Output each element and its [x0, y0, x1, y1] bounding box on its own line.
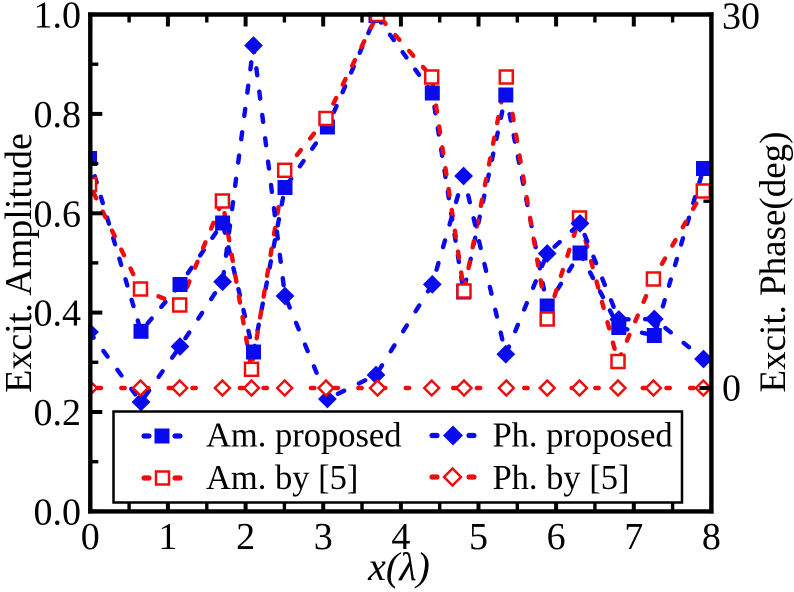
svg-text:Ph. proposed: Ph. proposed: [493, 417, 673, 455]
svg-text:0.4: 0.4: [34, 293, 82, 335]
svg-text:30: 30: [722, 0, 760, 38]
svg-text:Ph. by [5]: Ph. by [5]: [493, 459, 630, 497]
svg-text:2: 2: [236, 516, 255, 558]
svg-text:0: 0: [722, 368, 741, 410]
svg-text:7: 7: [624, 516, 643, 558]
svg-text:0.8: 0.8: [34, 94, 82, 136]
svg-text:4: 4: [391, 516, 410, 558]
svg-text:0.2: 0.2: [34, 392, 82, 434]
svg-text:0.6: 0.6: [34, 193, 82, 235]
svg-text:0: 0: [81, 516, 100, 558]
svg-text:x(λ): x(λ): [367, 544, 430, 589]
svg-text:1.0: 1.0: [34, 0, 82, 37]
svg-text:6: 6: [547, 516, 566, 558]
svg-text:1: 1: [158, 516, 177, 558]
svg-text:Am. by [5]: Am. by [5]: [206, 459, 358, 497]
svg-text:0.0: 0.0: [34, 491, 82, 533]
svg-text:Excit. Phase(deg): Excit. Phase(deg): [753, 132, 794, 393]
svg-text:Am. proposed: Am. proposed: [206, 417, 401, 455]
svg-text:8: 8: [702, 516, 721, 558]
svg-text:5: 5: [469, 516, 488, 558]
svg-text:3: 3: [314, 516, 333, 558]
svg-text:Excit. Amplitude: Excit. Amplitude: [0, 133, 40, 393]
